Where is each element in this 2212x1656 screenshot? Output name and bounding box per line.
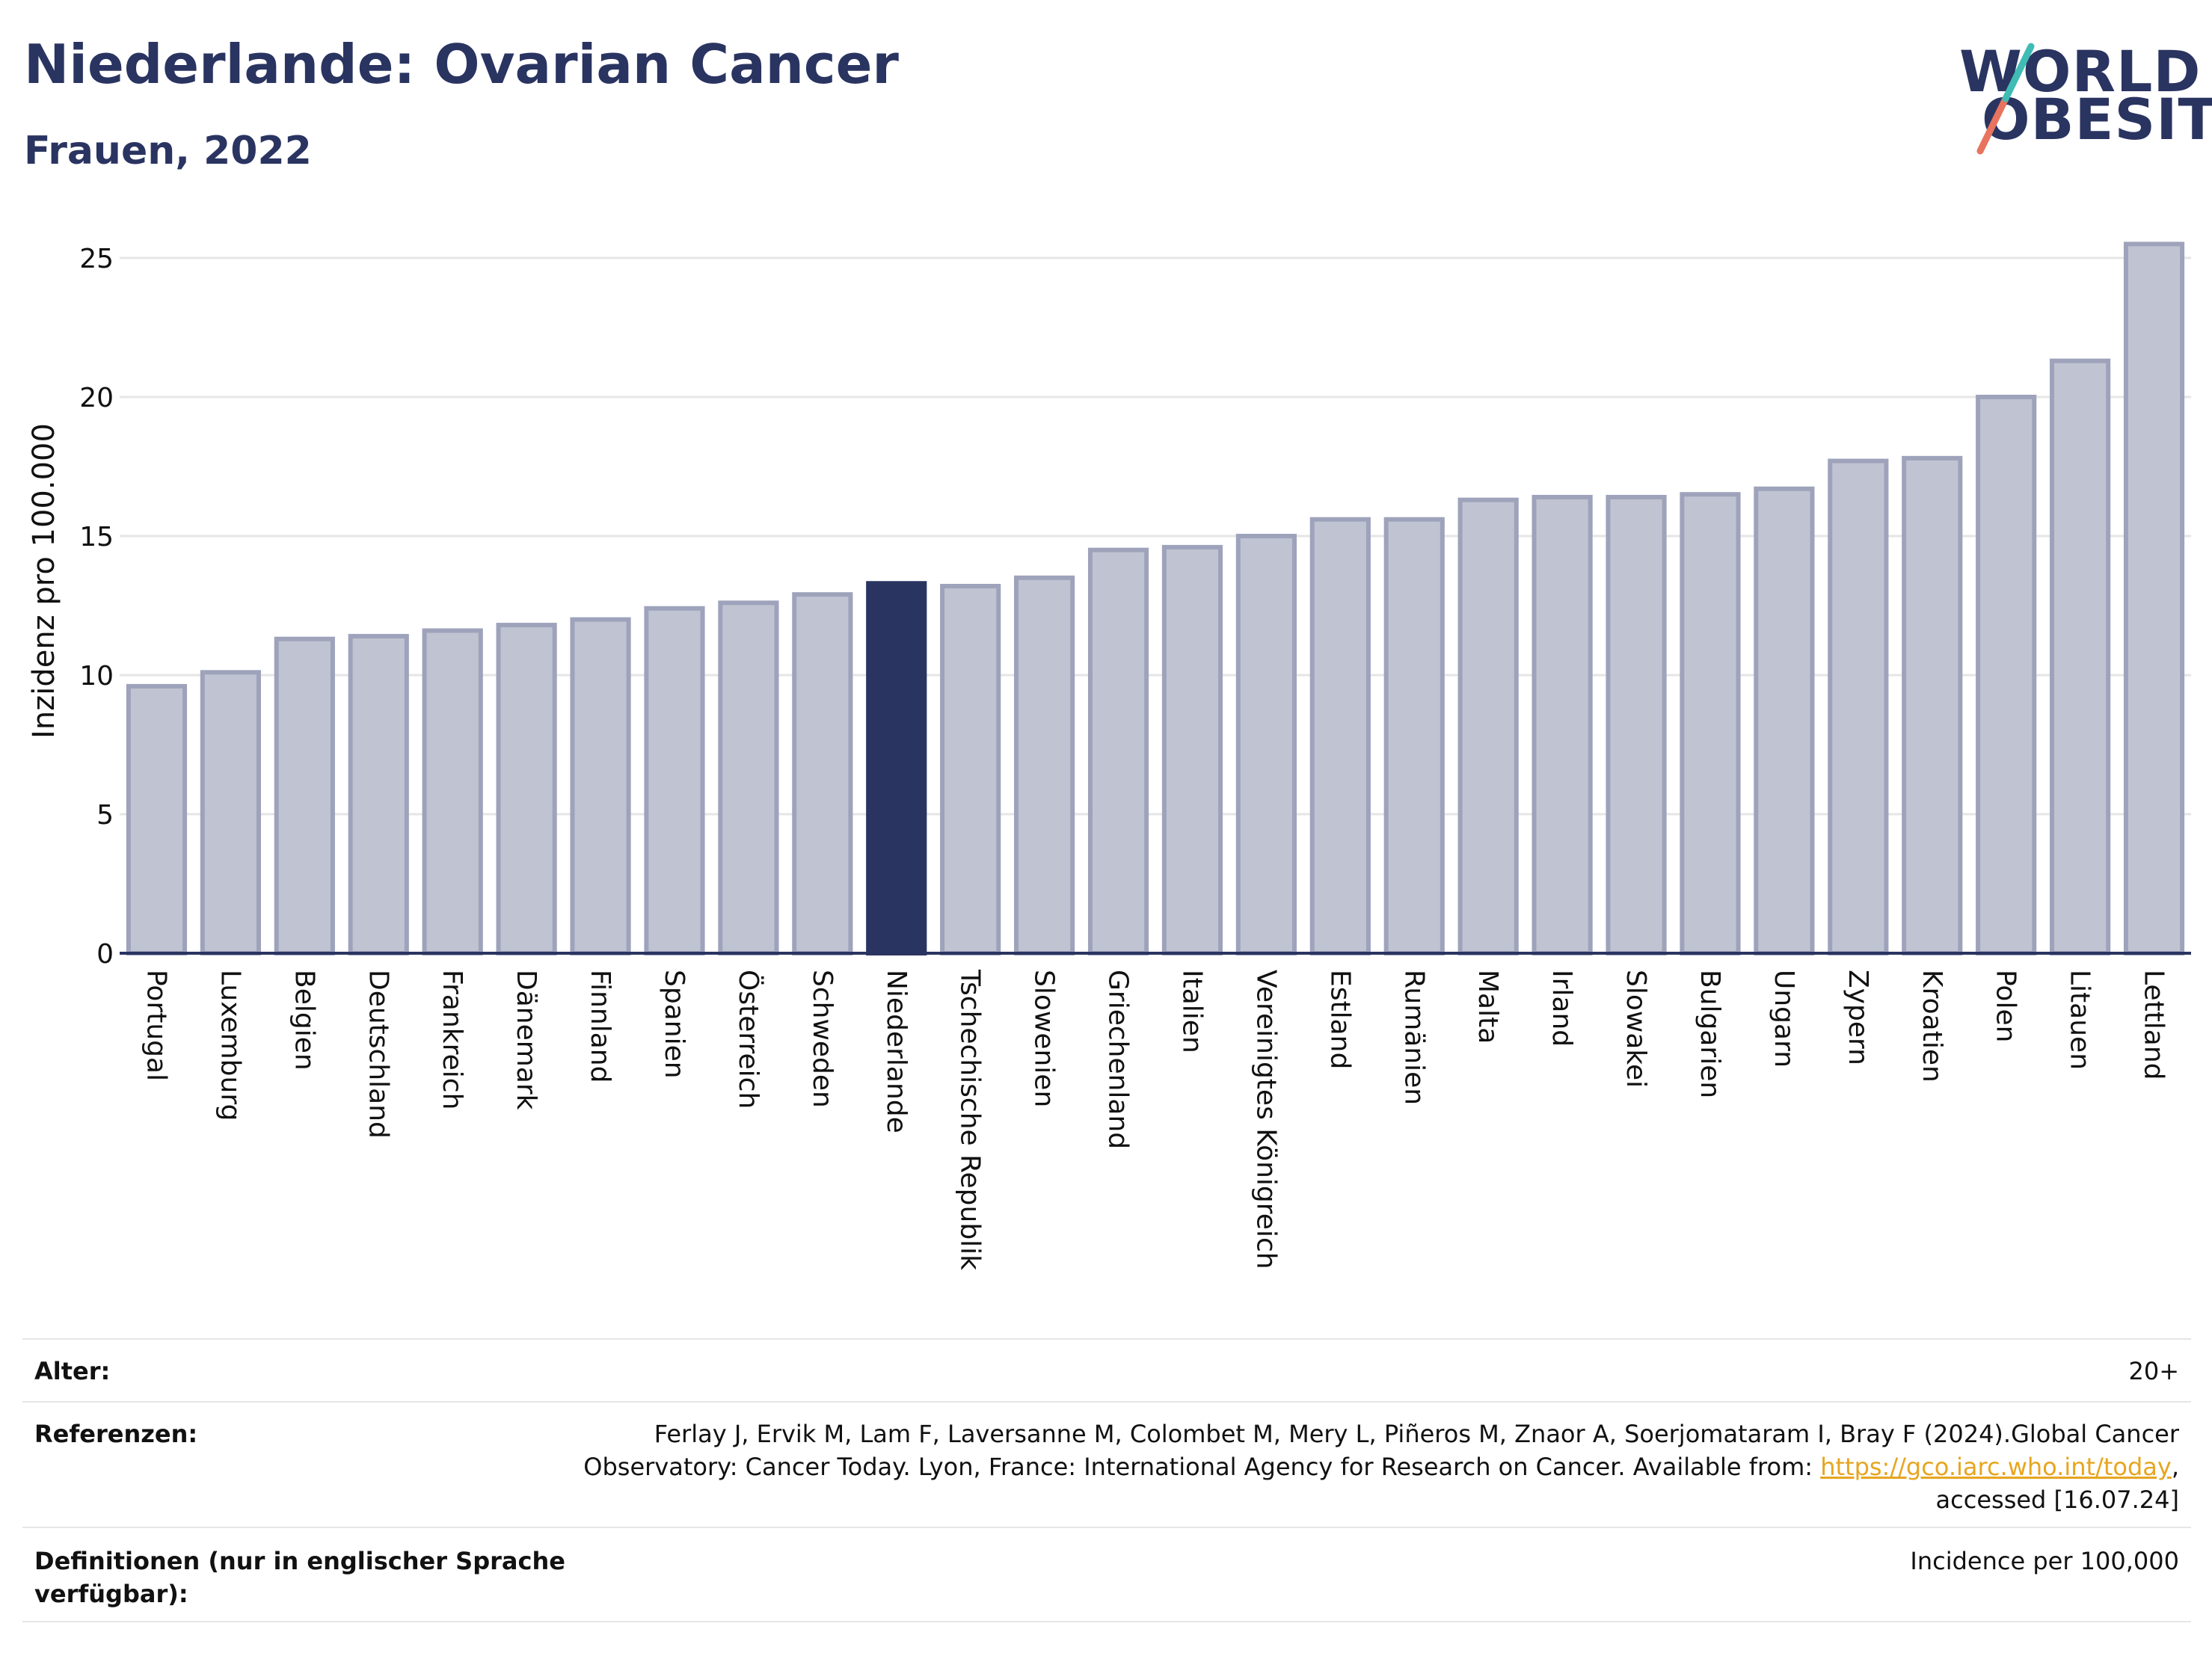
bar bbox=[348, 633, 409, 955]
meta-bottom-divider bbox=[22, 1621, 2191, 1622]
bar bbox=[2123, 241, 2185, 955]
bar bbox=[496, 623, 557, 955]
bar bbox=[1014, 575, 1075, 955]
bar bbox=[1680, 492, 1741, 955]
x-tick-label: Finnland bbox=[585, 970, 615, 1083]
y-tick-label: 20 bbox=[79, 383, 114, 413]
references-line-2: Observatory: Cancer Today. Lyon, France:… bbox=[583, 1450, 2179, 1483]
bar bbox=[644, 606, 705, 955]
y-axis-label: Inzidenz pro 100.000 bbox=[27, 423, 61, 739]
x-tick-label: Dänemark bbox=[511, 970, 541, 1110]
x-tick-label: Deutschland bbox=[363, 970, 393, 1139]
references-line-2-text: Observatory: Cancer Today. Lyon, France:… bbox=[583, 1453, 1821, 1481]
y-tick-label: 0 bbox=[96, 939, 114, 970]
x-tick-label: Italien bbox=[1176, 970, 1207, 1053]
x-tick-label: Frankreich bbox=[437, 970, 467, 1109]
definitions-label-line-2: verfügbar): bbox=[34, 1580, 188, 1608]
age-value: 20+ bbox=[2128, 1357, 2179, 1385]
bar bbox=[1087, 547, 1149, 956]
definitions-label: Definitionen (nur in englischer Sprache … bbox=[34, 1545, 565, 1610]
x-tick-label: Vereinigtes Königreich bbox=[1250, 970, 1281, 1269]
y-tick-label: 25 bbox=[79, 244, 114, 274]
x-tick-label: Niederlande bbox=[881, 970, 912, 1133]
bar bbox=[126, 683, 188, 955]
references-value: Ferlay J, Ervik M, Lam F, Laversanne M, … bbox=[583, 1418, 2179, 1516]
x-tick-label: Slowakei bbox=[1620, 970, 1651, 1088]
references-line-2-comma: , bbox=[2171, 1453, 2179, 1481]
bar bbox=[1976, 395, 2037, 955]
x-tick-label: Griechenland bbox=[1103, 970, 1134, 1149]
bar bbox=[1161, 544, 1223, 955]
bar bbox=[422, 628, 483, 955]
x-tick-label: Kroatien bbox=[1917, 970, 1947, 1083]
chart-title: Niederlande: Ovarian Cancer bbox=[24, 33, 899, 96]
bar bbox=[1754, 486, 1815, 955]
x-tick-label: Spanien bbox=[659, 970, 689, 1079]
bar bbox=[940, 583, 1001, 956]
x-tick-label: Slowenien bbox=[1029, 970, 1060, 1107]
age-label: Alter: bbox=[34, 1357, 111, 1385]
y-tick-label: 5 bbox=[96, 800, 114, 831]
x-tick-label: Zypern bbox=[1843, 970, 1873, 1065]
references-line-3: accessed [16.07.24] bbox=[1935, 1486, 2179, 1514]
meta-row-definitions: Definitionen (nur in englischer Sprache … bbox=[22, 1527, 2191, 1622]
references-label: Referenzen: bbox=[34, 1420, 198, 1448]
bar bbox=[1606, 494, 1667, 956]
bar bbox=[1383, 517, 1445, 955]
x-tick-label: Lettland bbox=[2139, 970, 2169, 1080]
y-tick-label: 10 bbox=[79, 661, 114, 692]
chart-subtitle: Frauen, 2022 bbox=[24, 129, 312, 173]
x-tick-label: Irland bbox=[1546, 970, 1577, 1047]
x-tick-label: Österreich bbox=[733, 970, 764, 1109]
x-tick-label: Polen bbox=[1991, 970, 2021, 1042]
x-tick-label: Estland bbox=[1324, 970, 1355, 1069]
x-tick-label: Ungarn bbox=[1769, 970, 1799, 1068]
references-link[interactable]: https://gco.iarc.who.int/today bbox=[1820, 1453, 2172, 1481]
definitions-value: Incidence per 100,000 bbox=[1910, 1547, 2179, 1575]
bar bbox=[792, 592, 853, 955]
x-tick-label: Malta bbox=[1472, 970, 1503, 1044]
bar bbox=[274, 636, 335, 955]
references-line-1: Ferlay J, Ervik M, Lam F, Laversanne M, … bbox=[654, 1420, 2179, 1448]
x-tick-label: Portugal bbox=[141, 970, 171, 1081]
definitions-label-line-1: Definitionen (nur in englischer Sprache bbox=[34, 1547, 565, 1575]
bar bbox=[718, 600, 779, 956]
x-tick-label: Tschechische Republik bbox=[955, 969, 986, 1270]
bar bbox=[2050, 358, 2111, 955]
x-tick-label: Bulgarien bbox=[1695, 970, 1725, 1098]
bar bbox=[570, 617, 631, 955]
world-obesity-logo: WORLD OBESITY bbox=[1952, 22, 2212, 157]
x-tick-label: Litauen bbox=[2065, 970, 2095, 1070]
bar bbox=[1235, 534, 1297, 955]
bar bbox=[1902, 455, 1963, 955]
bar-chart: 0 5 10 15 20 25 Inzidenz pro 100.000 Portugal Lu… bbox=[27, 241, 2191, 1270]
bar bbox=[1457, 497, 1519, 955]
meta-row-references: Referenzen: Ferlay J, Ervik M, Lam F, La… bbox=[22, 1401, 2191, 1528]
x-tick-label: Luxemburg bbox=[215, 970, 245, 1121]
meta-row-age: Alter: 20+ bbox=[22, 1338, 2191, 1403]
y-tick-label: 15 bbox=[79, 522, 114, 552]
logo-text-world: WORLD bbox=[1959, 38, 2202, 105]
bar bbox=[200, 670, 261, 956]
bar bbox=[1309, 517, 1371, 955]
bar bbox=[1531, 494, 1593, 956]
x-tick-label: Schweden bbox=[807, 970, 838, 1108]
x-tick-label: Rumänien bbox=[1398, 970, 1429, 1105]
bar bbox=[1828, 458, 1889, 955]
logo-slash-icon bbox=[1976, 43, 2035, 155]
bar bbox=[866, 581, 927, 955]
x-tick-label: Belgien bbox=[289, 970, 319, 1071]
logo-text-obesity: OBESITY bbox=[1982, 86, 2212, 153]
